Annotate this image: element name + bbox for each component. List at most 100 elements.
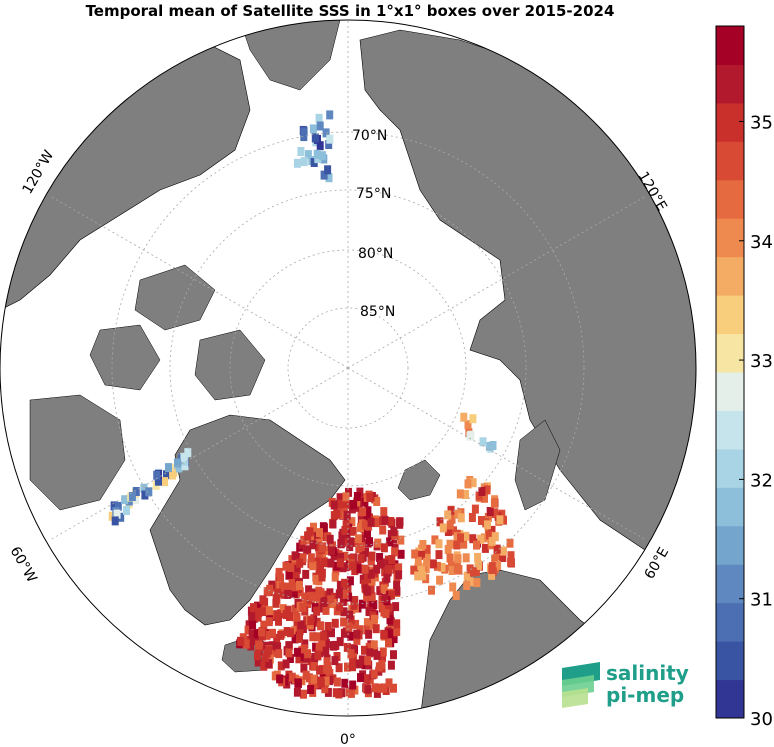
sss-cell — [315, 597, 323, 607]
sss-cell — [307, 656, 315, 666]
sss-cell — [385, 603, 393, 613]
sss-cell — [322, 676, 330, 686]
sss-cell — [307, 685, 315, 694]
sss-cell — [311, 532, 319, 542]
sss-cell — [333, 561, 341, 571]
sss-cell — [446, 539, 454, 549]
sss-cell — [380, 507, 388, 517]
colorbar-swatch — [716, 641, 744, 681]
sss-cell — [304, 649, 312, 659]
sss-cell — [299, 603, 307, 612]
sss-cell — [357, 523, 364, 533]
sss-cell — [390, 683, 397, 693]
sss-cell — [250, 603, 257, 613]
sss-cell — [304, 545, 312, 555]
sss-cell — [410, 565, 418, 575]
sss-cell — [314, 557, 322, 567]
sss-cell — [284, 605, 292, 615]
sss-cell — [385, 678, 393, 688]
sss-cell — [350, 500, 358, 510]
sss-cell — [382, 609, 390, 619]
sss-cell — [111, 516, 119, 526]
sss-cell — [300, 663, 308, 673]
sss-cell — [348, 554, 356, 564]
sss-cell — [489, 441, 497, 450]
sss-cell — [362, 547, 369, 557]
logo-mark-icon — [562, 662, 600, 708]
sss-cell — [300, 535, 308, 545]
sss-cell — [374, 538, 382, 548]
sss-cell — [371, 614, 378, 624]
sss-cell — [278, 582, 286, 592]
sss-cell — [373, 564, 381, 574]
sss-cell — [248, 629, 256, 639]
sss-cell — [113, 509, 121, 519]
sss-cell — [355, 502, 363, 512]
sss-cell — [439, 523, 447, 533]
sss-cell — [329, 519, 337, 529]
sss-cell — [365, 629, 373, 639]
sss-cell — [428, 585, 435, 595]
sss-cell — [263, 648, 271, 658]
colorbar-swatch — [716, 372, 744, 411]
sss-cell — [507, 551, 515, 561]
sss-cell — [266, 654, 274, 664]
sss-cell — [297, 620, 305, 630]
sss-cell — [320, 598, 328, 607]
sss-cell — [363, 592, 371, 602]
sss-cell — [335, 589, 343, 599]
sss-cell — [285, 648, 293, 658]
sss-cell — [255, 640, 263, 650]
sss-cell — [364, 506, 372, 516]
sss-cell — [296, 581, 303, 590]
sss-cell — [249, 620, 257, 630]
sss-cell — [315, 642, 323, 652]
sss-cell — [423, 544, 431, 554]
sss-cell — [376, 553, 384, 562]
sss-cell — [383, 573, 391, 583]
sss-cell — [304, 150, 312, 160]
sss-cell — [385, 638, 392, 648]
sss-cell — [491, 532, 499, 542]
sss-cell — [462, 553, 470, 563]
sss-cell — [475, 491, 483, 501]
sss-cell — [381, 515, 389, 525]
sss-cell — [368, 592, 376, 602]
sss-cell — [316, 141, 324, 151]
sss-cell — [300, 132, 308, 142]
land-archipelago-2 — [194, 329, 266, 401]
sss-cell — [347, 649, 355, 659]
colorbar-tick-label: 35 — [750, 112, 773, 133]
sss-cell — [291, 582, 299, 592]
sss-cell — [393, 627, 401, 636]
sss-cell — [341, 578, 349, 588]
sss-cell — [258, 627, 266, 637]
colorbar-swatch — [716, 679, 744, 719]
lat-label-75: 75°N — [356, 186, 391, 202]
sss-cell — [320, 523, 328, 533]
sss-cell — [343, 642, 351, 652]
sss-cell — [332, 566, 340, 576]
colorbar-tick-label: 30 — [750, 709, 773, 730]
sss-cell — [474, 552, 482, 562]
sss-cell — [287, 563, 295, 572]
sss-cell — [353, 635, 361, 645]
sss-cell — [386, 537, 394, 547]
sss-cell — [500, 515, 507, 525]
sss-cell — [326, 588, 334, 598]
sss-cell — [462, 490, 469, 499]
sss-cell — [481, 543, 489, 553]
sss-cell — [293, 687, 301, 697]
sss-cell — [336, 637, 344, 647]
colorbar-swatch — [716, 564, 744, 604]
sss-cell — [371, 683, 379, 693]
sss-cell — [336, 499, 343, 509]
sss-cell — [317, 563, 324, 573]
chart-title: Temporal mean of Satellite SSS in 1°x1° … — [85, 2, 615, 20]
sss-cell — [317, 621, 325, 631]
sss-cell — [270, 648, 277, 657]
sss-cell — [140, 483, 148, 493]
sss-cell — [343, 510, 351, 520]
sss-cell — [322, 590, 329, 600]
sss-cell — [395, 570, 403, 580]
